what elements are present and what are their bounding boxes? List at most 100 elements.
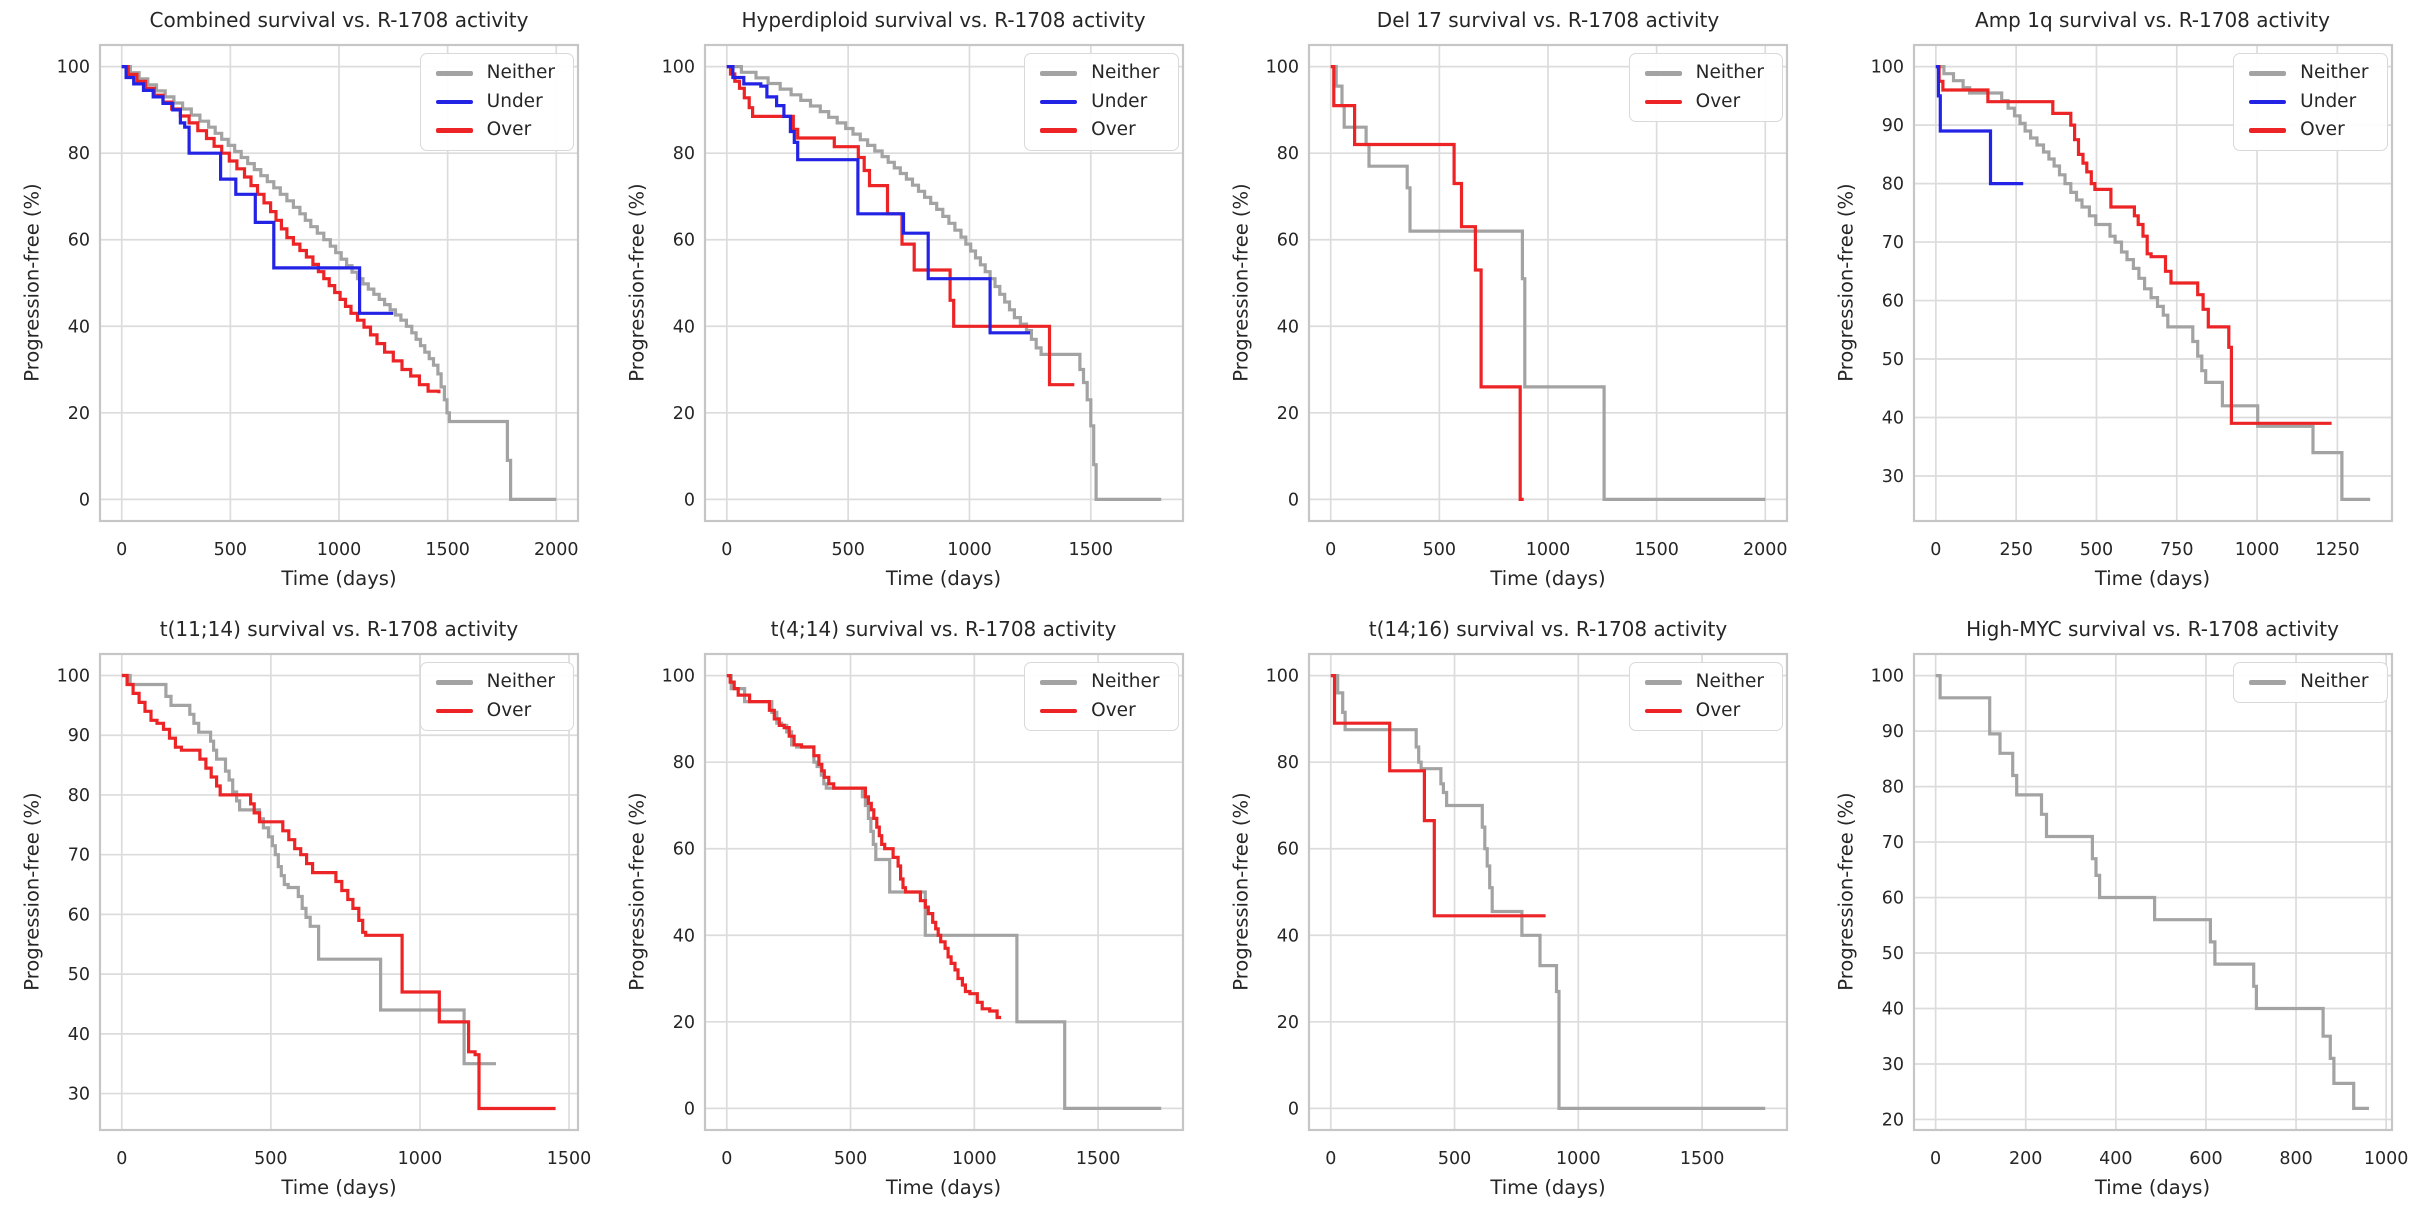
legend-item-over: Over xyxy=(1644,92,1764,112)
y-tick-label: 100 xyxy=(661,667,694,687)
km-curve-neither xyxy=(1935,674,2369,1110)
x-tick-label: 500 xyxy=(1423,540,1456,560)
x-tick-label: 0 xyxy=(116,1149,127,1169)
axes-spine xyxy=(1912,652,2393,1132)
y-tick-label: 80 xyxy=(1277,144,1299,164)
km-curve-over xyxy=(726,674,1001,1020)
x-tick-label: 1000 xyxy=(947,540,992,560)
y-tick-label: 80 xyxy=(68,144,90,164)
legend-swatch-under xyxy=(1040,99,1078,104)
legend: Neither Under Over xyxy=(2233,53,2388,151)
legend-label: Over xyxy=(1091,119,1136,140)
km-curve-neither xyxy=(726,674,1161,1110)
chart-title: High-MYC survival vs. R-1708 activity xyxy=(1966,617,2339,641)
y-tick-label: 30 xyxy=(1881,467,1903,487)
km-curve-over xyxy=(1330,65,1524,501)
legend: Neither Over xyxy=(419,662,574,731)
x-tick-label: 500 xyxy=(831,540,864,560)
km-curve-neither xyxy=(121,65,557,501)
y-tick-label: 40 xyxy=(1277,926,1299,946)
legend-item-neither: Neither xyxy=(435,671,555,692)
x-tick-label: 1000 xyxy=(1526,540,1571,560)
x-tick-label: 0 xyxy=(116,540,127,560)
legend: Neither Under Over xyxy=(1024,53,1179,151)
y-tick-label: 20 xyxy=(1277,404,1299,424)
km-curve-over xyxy=(1330,674,1546,918)
legend-swatch-over xyxy=(1644,99,1682,104)
x-tick-label: 600 xyxy=(2189,1149,2222,1169)
x-tick-label: 500 xyxy=(2079,540,2112,560)
legend-label: Over xyxy=(1091,699,1136,721)
y-tick-label: 60 xyxy=(672,231,694,251)
legend-label: Neither xyxy=(1091,62,1160,83)
axes-spine xyxy=(1307,43,1789,523)
legend-item-neither: Neither xyxy=(1644,63,1764,83)
subplot-combined: Combined survival vs. R-1708 activity Pr… xyxy=(0,0,604,609)
x-tick-label: 1000 xyxy=(2234,540,2279,560)
legend-item-under: Under xyxy=(1040,92,1159,112)
legend-swatch-neither xyxy=(1040,71,1078,76)
legend-item-under: Under xyxy=(435,92,555,112)
legend-swatch-neither xyxy=(435,71,473,76)
y-tick-label: 60 xyxy=(68,905,90,925)
x-axis-label: Time (days) xyxy=(2094,1176,2211,1199)
y-tick-label: 60 xyxy=(1277,840,1299,860)
y-tick-label: 100 xyxy=(1870,58,1903,78)
y-tick-label: 60 xyxy=(672,840,694,860)
km-curve-under xyxy=(121,65,394,315)
km-curve-under xyxy=(726,65,1030,335)
y-tick-label: 80 xyxy=(1277,753,1299,773)
legend-swatch-neither xyxy=(1040,680,1078,685)
legend-item-neither: Neither xyxy=(1040,62,1160,83)
x-axis-label: Time (days) xyxy=(281,1176,397,1199)
legend-item-neither: Neither xyxy=(1040,672,1160,692)
legend-item-over: Over xyxy=(2249,120,2368,140)
x-tick-label: 500 xyxy=(833,1149,866,1169)
y-tick-label: 40 xyxy=(672,317,694,337)
chart-title: Del 17 survival vs. R-1708 activity xyxy=(1376,8,1720,32)
x-tick-label: 400 xyxy=(2099,1149,2132,1169)
km-curve-neither xyxy=(1935,65,2370,501)
legend-swatch-under xyxy=(435,99,473,104)
legend-item-over: Over xyxy=(435,119,555,140)
y-tick-label: 80 xyxy=(1881,778,1903,798)
legend-label: Neither xyxy=(2300,671,2369,692)
legend-item-neither: Neither xyxy=(435,63,555,83)
legend-label: Neither xyxy=(486,671,555,692)
legend-swatch-over xyxy=(1040,128,1078,133)
y-tick-label: 100 xyxy=(1266,58,1299,78)
subplot-highmyc: High-MYC survival vs. R-1708 activity Pr… xyxy=(1814,609,2418,1218)
km-curve-neither xyxy=(726,65,1161,501)
y-tick-label: 40 xyxy=(1881,408,1903,428)
km-curve-over xyxy=(1935,65,2332,425)
x-tick-label: 500 xyxy=(1438,1149,1471,1169)
axes-spine xyxy=(703,652,1184,1132)
y-tick-label: 70 xyxy=(68,846,90,866)
legend-swatch-under xyxy=(2249,99,2287,104)
y-tick-label: 0 xyxy=(683,1099,694,1119)
y-tick-label: 60 xyxy=(1881,889,1903,909)
y-tick-label: 40 xyxy=(672,926,694,946)
x-tick-label: 1500 xyxy=(1680,1149,1725,1169)
chart-title: t(11;14) survival vs. R-1708 activity xyxy=(159,617,519,641)
legend-label: Neither xyxy=(1695,671,1764,692)
y-tick-label: 0 xyxy=(683,490,694,510)
x-tick-label: 0 xyxy=(1325,1149,1336,1169)
legend: Neither Over xyxy=(1628,53,1783,122)
chart-title: Hyperdiploid survival vs. R-1708 activit… xyxy=(741,8,1146,32)
legend-swatch-over xyxy=(435,128,473,133)
legend-swatch-neither xyxy=(1644,71,1682,76)
x-axis-label: Time (days) xyxy=(885,567,1002,590)
y-tick-label: 20 xyxy=(672,1013,694,1033)
legend-label: Over xyxy=(486,119,532,140)
y-tick-label: 30 xyxy=(1881,1055,1903,1075)
y-tick-label: 50 xyxy=(68,965,90,985)
legend-swatch-neither xyxy=(435,680,473,685)
y-tick-label: 0 xyxy=(1288,1099,1299,1119)
y-tick-label: 80 xyxy=(68,786,90,806)
y-tick-label: 80 xyxy=(672,753,694,773)
x-tick-label: 750 xyxy=(2160,540,2193,560)
axes-spine xyxy=(703,43,1184,523)
x-axis-label: Time (days) xyxy=(2094,567,2211,590)
subplot-amp: Amp 1q survival vs. R-1708 activity Prog… xyxy=(1814,0,2418,609)
